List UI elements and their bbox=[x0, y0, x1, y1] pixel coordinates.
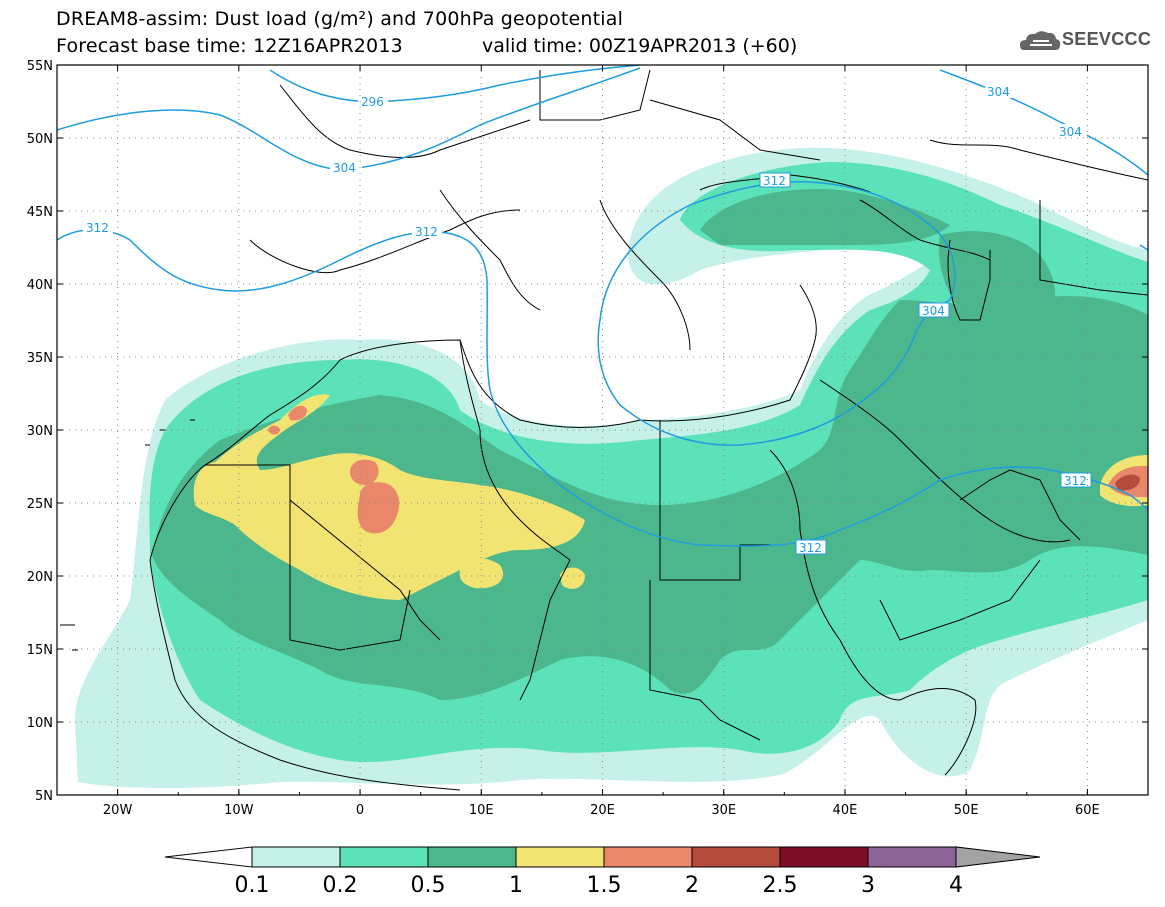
contour-label: 304 bbox=[1059, 125, 1082, 139]
lon-label: 60E bbox=[1075, 803, 1100, 818]
lat-label: 45N bbox=[27, 205, 53, 220]
axis-ticks bbox=[56, 64, 1149, 796]
contour-312 bbox=[57, 229, 1148, 547]
lat-label: 30N bbox=[27, 424, 53, 439]
contour-label-bg bbox=[1060, 472, 1092, 488]
dust-contour-1.5-b bbox=[349, 459, 379, 486]
colorbar-arrow-low bbox=[164, 846, 253, 868]
lat-label: 35N bbox=[27, 351, 53, 366]
colorbar-swatch bbox=[427, 846, 517, 868]
contour-label: 304 bbox=[333, 161, 356, 175]
logo-text: SEEVCCC bbox=[1062, 29, 1152, 49]
lon-label: 20W bbox=[103, 803, 133, 818]
colorbar-label: 4 bbox=[949, 873, 963, 898]
lon-label: 40E bbox=[833, 803, 858, 818]
colorbar-swatch bbox=[779, 846, 869, 868]
contour-label: 312 bbox=[415, 225, 438, 239]
lon-label: 20E bbox=[590, 803, 615, 818]
contour-label: 312 bbox=[1064, 474, 1087, 488]
contour-label: 304 bbox=[922, 304, 945, 318]
lon-label: 0 bbox=[356, 803, 364, 818]
colorbar-label: 1 bbox=[509, 873, 523, 898]
dust-contour-1.5-a bbox=[357, 482, 400, 534]
contour-label-bg bbox=[1057, 124, 1087, 138]
colorbar-label: 2.5 bbox=[763, 873, 798, 898]
map-layers: 296 304 304 304 312 312 312 304 312 312 bbox=[57, 65, 1148, 795]
colorbar-label: 0.1 bbox=[235, 873, 270, 898]
latitude-labels: 55N 50N 45N 40N 35N 30N 25N 20N 15N 10N 5N bbox=[27, 59, 53, 804]
lat-label: 55N bbox=[27, 59, 53, 74]
colorbar: 0.1 0.2 0.5 1 1.5 2 2.5 3 4 bbox=[164, 846, 1041, 898]
colorbar-label: 0.5 bbox=[411, 873, 446, 898]
colorbar-label: 0.2 bbox=[323, 873, 358, 898]
lat-label: 40N bbox=[27, 278, 53, 293]
lat-label: 5N bbox=[35, 789, 53, 804]
dust-hotspot-east-2 bbox=[1115, 474, 1140, 491]
contour-label-bg bbox=[358, 94, 388, 108]
lon-label: 30E bbox=[711, 803, 736, 818]
contour-label: 296 bbox=[361, 95, 384, 109]
dust-patch-1-south bbox=[459, 558, 504, 589]
contour-label: 312 bbox=[763, 174, 786, 188]
contour-296 bbox=[269, 65, 641, 103]
contour-label: 312 bbox=[86, 221, 109, 235]
contour-label: 304 bbox=[987, 85, 1010, 99]
contour-label-bg bbox=[918, 302, 950, 318]
black-sea-band bbox=[700, 189, 950, 245]
contour-label-bg bbox=[985, 84, 1015, 98]
colorbar-label: 1.5 bbox=[587, 873, 622, 898]
contour-label-bg bbox=[795, 539, 827, 555]
colorbar-label: 3 bbox=[861, 873, 875, 898]
colorbar-swatch bbox=[603, 846, 693, 868]
contour-label-group: 296 304 304 304 312 312 312 304 312 312 bbox=[83, 84, 1092, 555]
colorbar-swatch bbox=[691, 846, 781, 868]
lon-label: 10W bbox=[224, 803, 254, 818]
lon-label: 50E bbox=[954, 803, 979, 818]
lat-label: 20N bbox=[27, 570, 53, 585]
longitude-labels: 20W 10W 0 10E 20E 30E 40E 50E 60E bbox=[103, 803, 1100, 818]
colorbar-swatch bbox=[251, 846, 341, 868]
dust-patch-1-east bbox=[560, 567, 585, 589]
contour-label-bg bbox=[330, 160, 362, 174]
forecast-base-time: Forecast base time: 12Z16APR2013 bbox=[56, 35, 403, 57]
valid-time: valid time: 00Z19APR2013 (+60) bbox=[482, 35, 798, 57]
lat-label: 15N bbox=[27, 643, 53, 658]
colorbar-swatch bbox=[867, 846, 957, 868]
lat-label: 25N bbox=[27, 497, 53, 512]
contour-label-bg bbox=[759, 172, 791, 188]
lon-label: 10E bbox=[469, 803, 494, 818]
colorbar-swatch bbox=[339, 846, 429, 868]
dust-contour-1.5-c bbox=[288, 405, 307, 421]
contour-label-bg bbox=[83, 220, 113, 234]
contour-label-bg bbox=[412, 224, 442, 238]
lat-label: 50N bbox=[27, 132, 53, 147]
chart-title: DREAM8-assim: Dust load (g/m²) and 700hP… bbox=[56, 8, 624, 30]
caspian-band bbox=[938, 231, 1055, 331]
contour-304-east bbox=[939, 69, 1148, 176]
colorbar-swatch bbox=[515, 846, 605, 868]
cloud-icon bbox=[1020, 31, 1061, 50]
mediterranean-clear bbox=[480, 273, 822, 418]
colorbar-arrow-high bbox=[955, 846, 1041, 868]
contour-label: 312 bbox=[799, 541, 822, 555]
colorbar-label: 2 bbox=[685, 873, 699, 898]
lat-label: 10N bbox=[27, 716, 53, 731]
